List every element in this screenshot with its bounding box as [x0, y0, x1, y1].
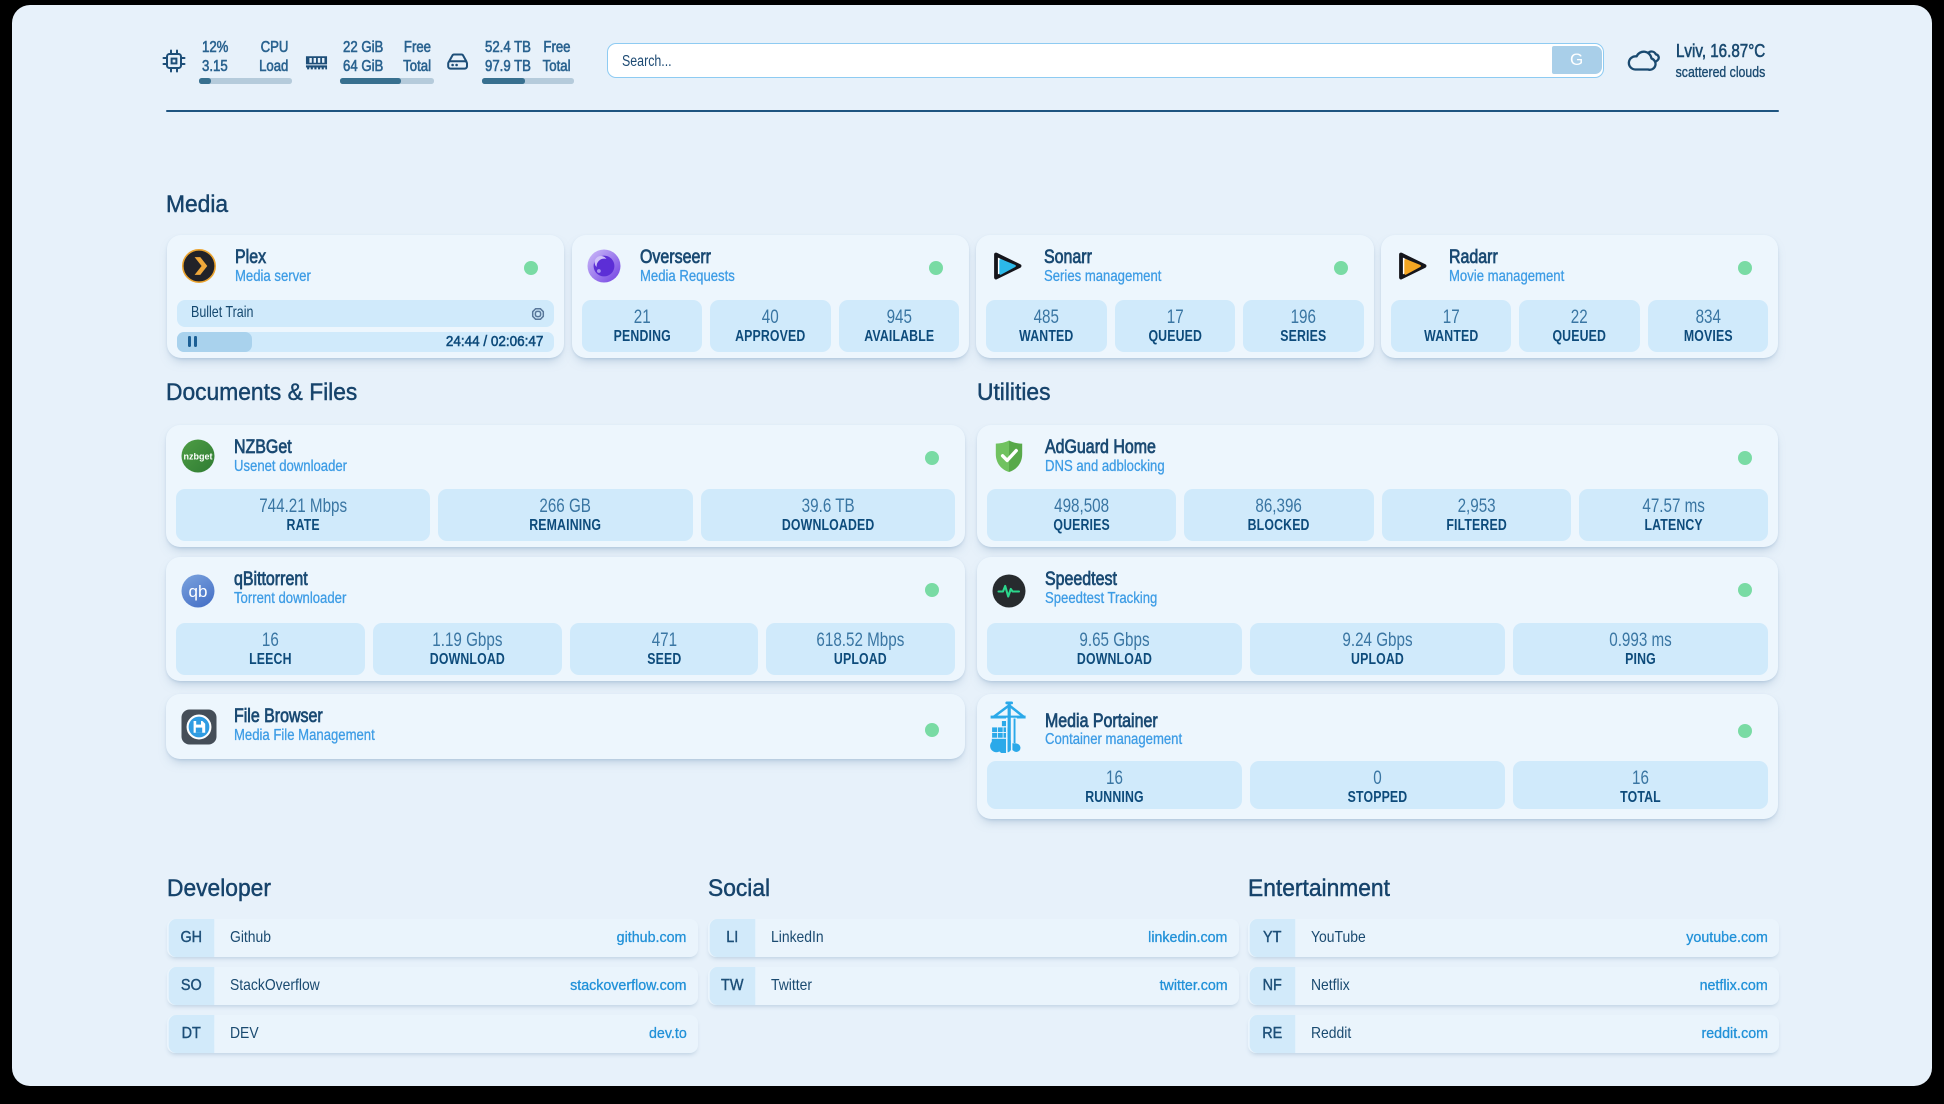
- svg-text:nzbget: nzbget: [184, 452, 213, 462]
- svg-text:qb: qb: [189, 582, 208, 601]
